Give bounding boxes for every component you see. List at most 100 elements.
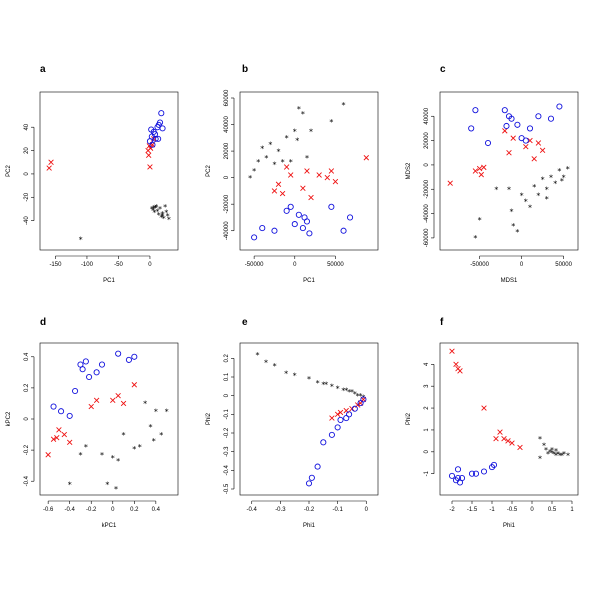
y-axis-label-a: PC2 [6, 165, 12, 177]
panel-d: d -0.6 -0.4 -0.2 0 0.2 0.4 -0.4 -0.2 0 0.2 0.4 kPC1 k… [6, 317, 179, 529]
y-tick-label: 20000 [224, 142, 230, 159]
data-point-red [271, 188, 278, 194]
data-point-black: * [552, 450, 556, 459]
data-point-blue [458, 475, 466, 482]
data-point-red [502, 128, 508, 134]
y-tick-label: -0.1 [224, 409, 230, 420]
data-point-black: * [105, 481, 109, 490]
x-axis-label-f: Phi1 [503, 523, 516, 529]
y-tick-label: 40000 [224, 116, 230, 133]
panel-letter-f: f [440, 317, 444, 328]
data-point-black: * [79, 236, 83, 245]
data-point-blue [357, 400, 364, 407]
y-tick-label: 0 [24, 172, 30, 176]
data-point-blue [501, 107, 508, 114]
data-point-black: * [111, 454, 115, 463]
x-axis-label-d: kPC1 [102, 523, 117, 529]
data-point-blue [346, 411, 353, 418]
data-point-red [50, 436, 57, 442]
y-tick-label: 1 [424, 428, 430, 432]
data-point-black: * [152, 204, 156, 213]
data-point-red [472, 168, 479, 174]
data-point-black: * [84, 443, 88, 452]
data-point-blue [251, 234, 258, 241]
data-point-blue [151, 131, 159, 138]
data-point-black: * [301, 110, 305, 119]
y-tick-label: -20 [24, 192, 30, 201]
data-point-blue [490, 461, 498, 468]
data-point-red [337, 409, 344, 416]
data-point-blue [347, 214, 354, 221]
data-point-black: * [330, 383, 334, 392]
y-axis-label-e: Phi2 [206, 412, 212, 425]
data-point-black: * [532, 183, 536, 192]
data-point-red [332, 178, 339, 185]
data-point-red [120, 400, 127, 407]
x-tick-label: 0 [111, 507, 115, 513]
data-point-black: * [273, 362, 277, 371]
x-axis-label-b: PC1 [303, 278, 315, 284]
data-point-blue [503, 122, 510, 130]
data-point-black: * [548, 448, 552, 457]
x-tick-label: -0.4 [65, 507, 76, 513]
data-point-black: * [342, 101, 346, 110]
y-tick-label: 20 [24, 147, 30, 154]
data-point-blue [156, 119, 164, 126]
panel-e: e -0.4 -0.3 -0.2 -0.1 0 -0.5 -0.4 -0.3 -0.2 -0.1 0 0… [206, 317, 379, 529]
data-point-red [501, 435, 507, 442]
y-tick-label: -0.4 [224, 465, 230, 476]
data-point-red [93, 397, 100, 404]
data-point-black: * [566, 165, 570, 174]
data-point-black: * [161, 212, 165, 221]
y-tick-label: 0 [424, 449, 430, 453]
data-point-blue [526, 125, 534, 132]
data-point-black: * [353, 390, 357, 399]
panel-letter-c: c [440, 64, 446, 75]
data-point-blue [454, 466, 462, 473]
data-point-red [510, 135, 516, 141]
data-point-red [457, 368, 463, 374]
data-point-blue [291, 221, 298, 228]
data-point-red [517, 444, 523, 451]
y-axis-label-f: Phi2 [406, 412, 412, 425]
data-point-red [481, 405, 487, 411]
data-point-blue [334, 424, 341, 431]
x-tick-label: -50 [114, 262, 123, 268]
y-axis-label-c: MDS2 [406, 162, 412, 179]
data-point-blue [514, 121, 521, 128]
data-point-black: * [324, 381, 328, 390]
data-point-red [328, 168, 335, 174]
data-point-black: * [293, 127, 297, 136]
plot-frame-c [439, 91, 579, 251]
data-point-black: * [122, 431, 126, 440]
x-tick-label: -1 [489, 507, 495, 513]
data-point-red [131, 382, 138, 388]
data-point-red [493, 435, 499, 442]
y-tick-label: 2 [424, 406, 430, 410]
data-point-black: * [285, 134, 289, 143]
data-point-blue [115, 350, 122, 357]
data-point-black: * [553, 179, 557, 188]
data-point-red [115, 392, 121, 399]
data-point-red [505, 438, 511, 444]
x-tick-label: 50000 [555, 262, 572, 268]
data-point-black: * [550, 449, 554, 458]
x-tick-label: -0.2 [86, 507, 97, 513]
panel-a: a-150 -100 -50 0-40-2002040PC1PC2**********… [6, 64, 179, 284]
x-tick-label: 0 [293, 262, 297, 268]
x-tick-label: 0.2 [130, 507, 139, 513]
data-point-blue [259, 225, 266, 232]
y-tick-label: 3 [424, 384, 430, 388]
data-point-black: * [562, 450, 566, 459]
data-point-black: * [295, 137, 299, 146]
data-point-black: * [562, 173, 566, 182]
data-point-black: * [164, 209, 168, 218]
data-point-blue [508, 115, 515, 122]
data-point-black: * [154, 203, 158, 212]
x-tick-label: -0.3 [275, 507, 286, 513]
data-point-red [279, 190, 286, 197]
data-point-black: * [558, 451, 562, 460]
data-point-blue [149, 141, 156, 148]
y-tick-label: -60000 [424, 228, 430, 247]
data-point-red [539, 147, 546, 154]
